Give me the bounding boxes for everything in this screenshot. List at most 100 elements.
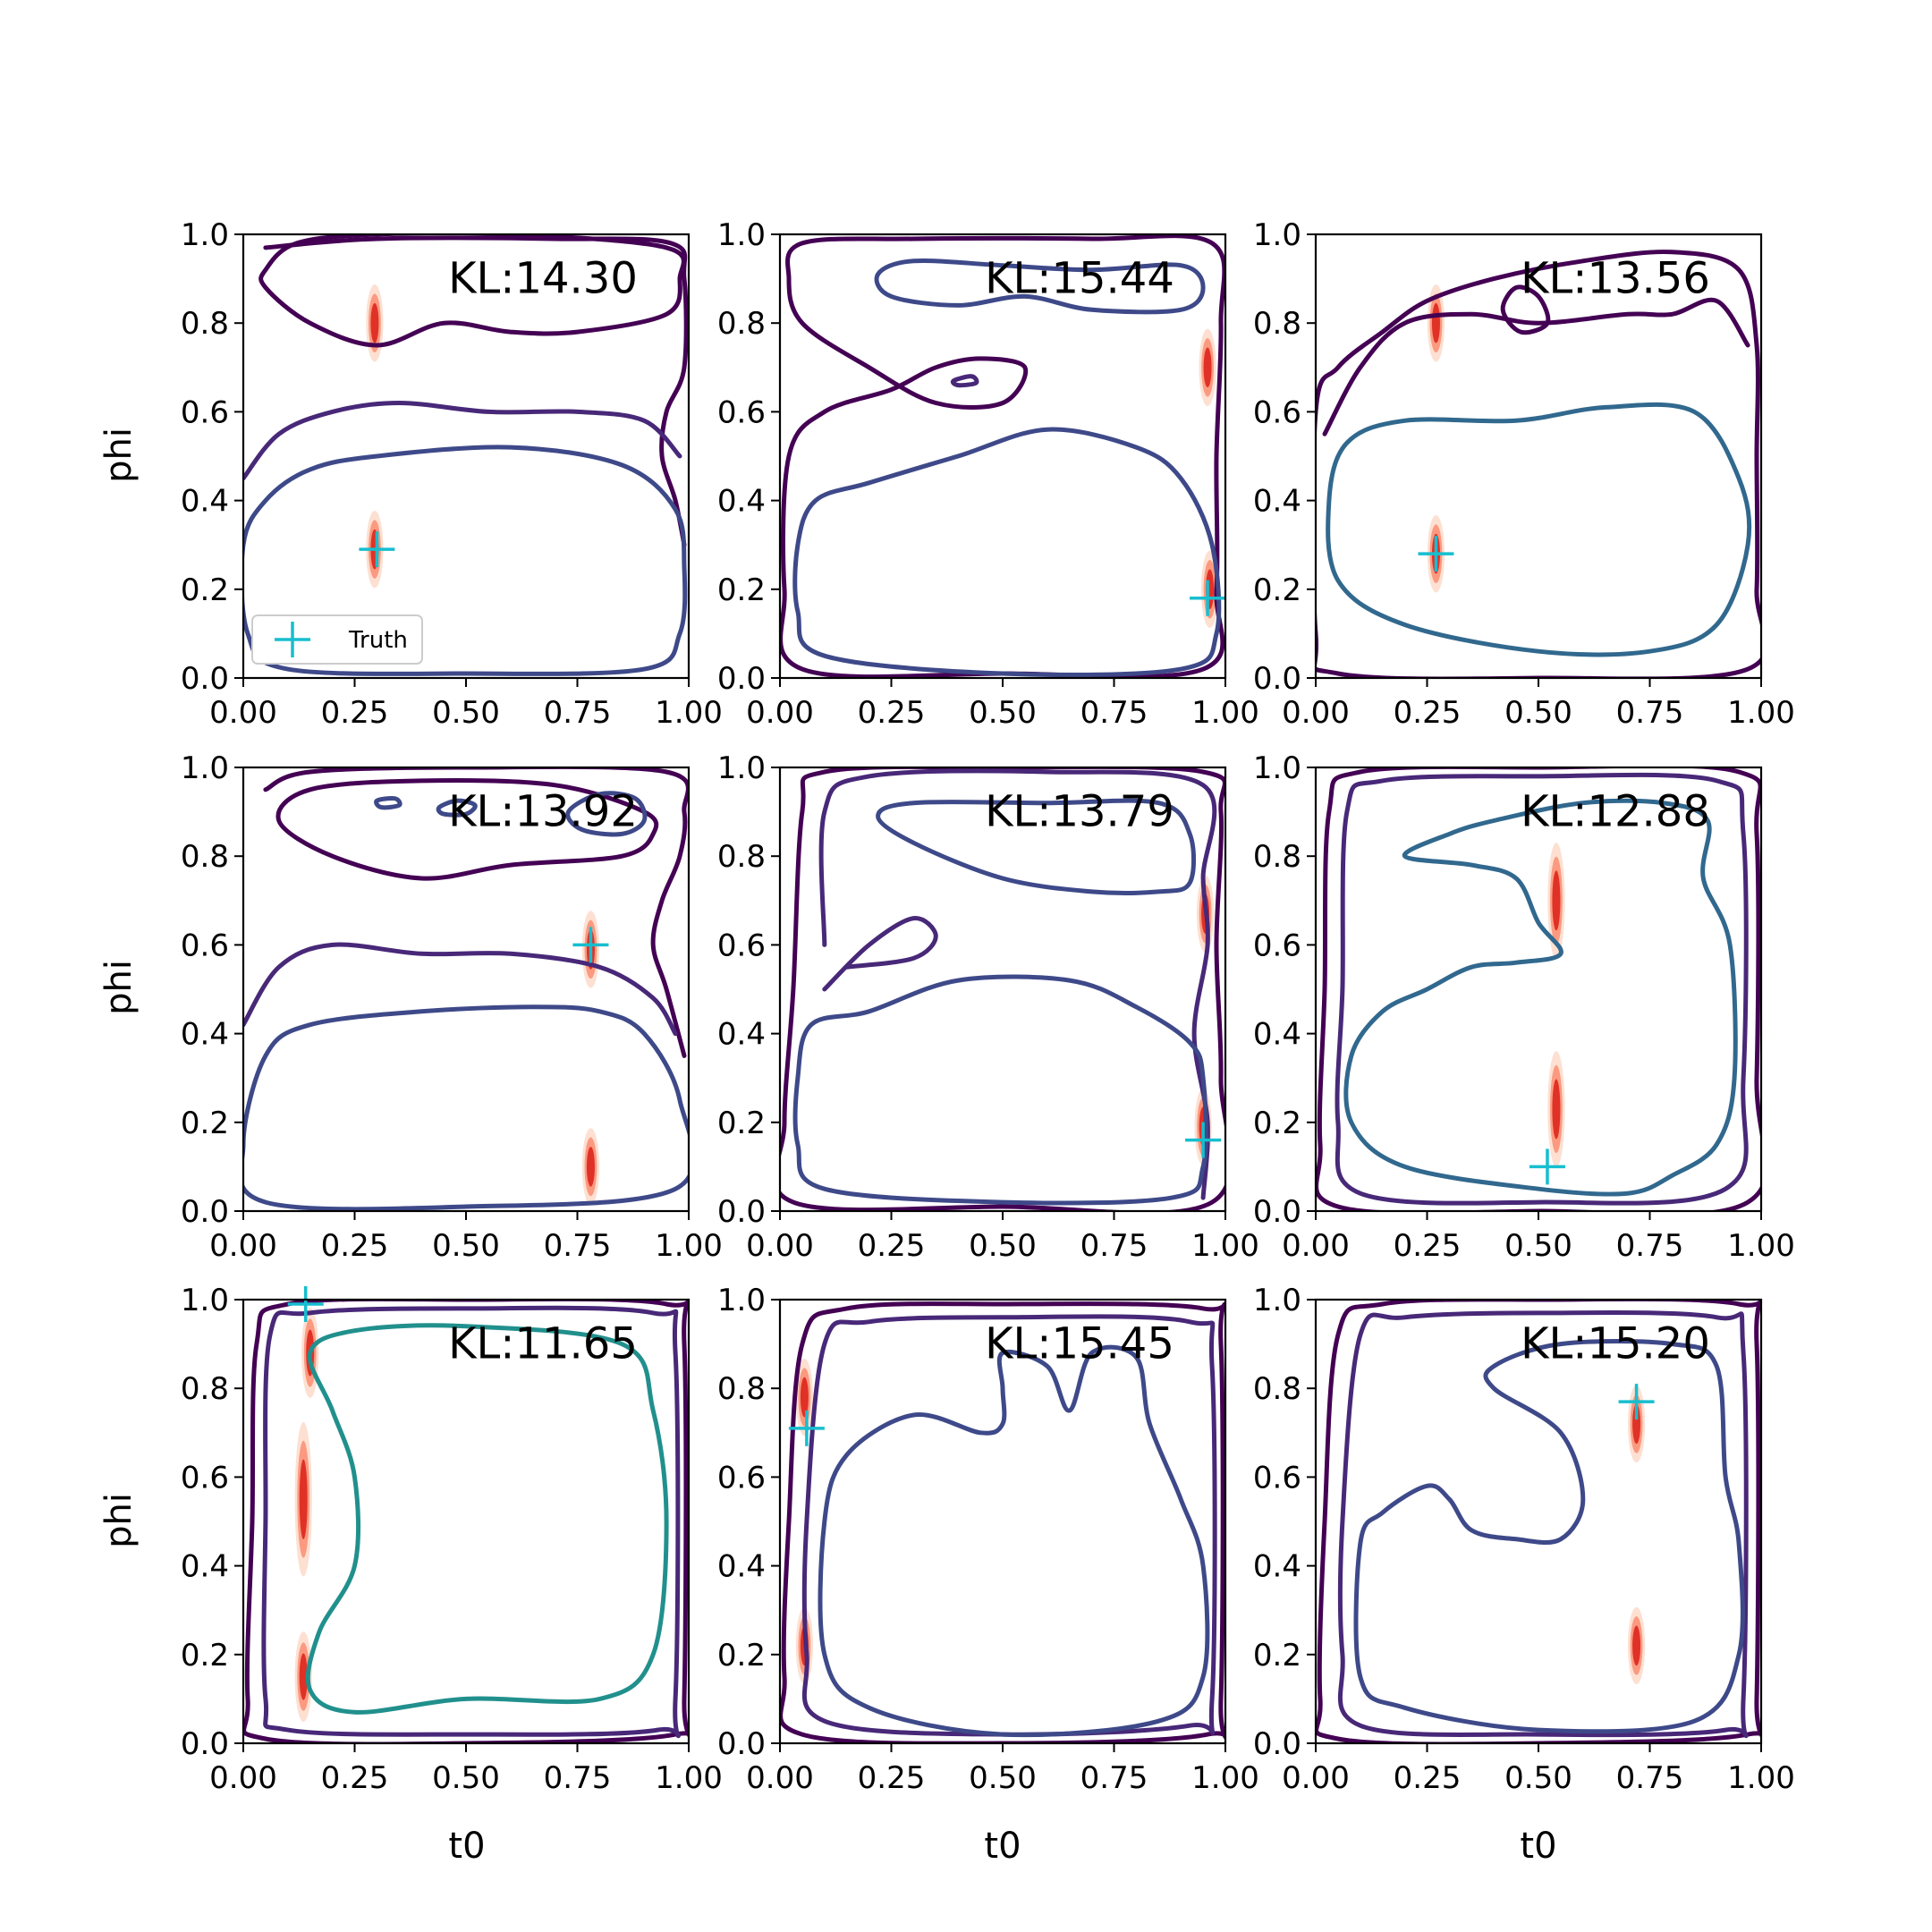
truth-marker	[1185, 1122, 1222, 1158]
density-mode-core	[1552, 870, 1561, 931]
y-tick-label: 0.6	[181, 394, 229, 430]
x-tick-label: 1.00	[1727, 1760, 1795, 1796]
y-tick-label: 0.8	[181, 839, 229, 875]
x-tick-label: 0.25	[858, 1760, 926, 1796]
subplot-plot-area	[1316, 767, 1761, 1211]
subplot-2: 0.00 0.25 0.50 0.75 1.00 0.0 0.2 0.4 0.6 0.8 1.0 KL…	[717, 217, 1259, 731]
contour-line	[243, 401, 682, 481]
x-tick-label: 0.25	[1394, 695, 1462, 731]
x-tick-label: 0.50	[432, 1760, 500, 1796]
contour-line	[874, 258, 1206, 315]
density-mode-core	[1632, 1625, 1641, 1666]
y-tick-label: 0.6	[717, 928, 766, 963]
y-tick-label: 0.4	[1253, 1549, 1301, 1585]
contour-line	[792, 427, 1222, 677]
subplot-grid: 0.00 0.25 0.50 0.75 1.000.00.20.40.60.81.0KL…	[181, 217, 1795, 1796]
x-tick-label: 0.00	[746, 1760, 814, 1796]
x-tick-label: 0.75	[544, 695, 612, 731]
y-tick-label: 0.0	[1253, 1726, 1301, 1762]
x-tick-label: 1.00	[655, 1228, 723, 1264]
contour-line	[876, 798, 1197, 895]
x-tick-label: 0.75	[1616, 1760, 1684, 1796]
x-tick-label: 0.75	[1616, 695, 1684, 731]
y-tick-label: 0.2	[1253, 1638, 1301, 1674]
contour-line	[374, 796, 402, 810]
y-tick-label: 0.2	[717, 572, 766, 608]
y-tick-label: 0.6	[1253, 928, 1301, 963]
legend-label: Truth	[348, 627, 408, 654]
x-axis-label-col-3: t0	[1520, 1826, 1556, 1867]
x-tick-label: 1.00	[655, 1760, 723, 1796]
y-tick-label: 0.0	[181, 661, 229, 697]
x-tick-label: 0.25	[321, 695, 389, 731]
y-tick-label: 0.6	[1253, 394, 1301, 430]
y-tick-label: 0.2	[181, 1106, 229, 1141]
y-tick-label: 0.8	[181, 306, 229, 342]
y-tick-label: 0.2	[1253, 572, 1301, 608]
contour-line	[1326, 402, 1752, 657]
density-mode-core	[1203, 347, 1212, 388]
density-mode-core	[800, 1377, 809, 1418]
subplot-1: 0.00 0.25 0.50 0.75 1.00 0.0 0.2 0.4 0.6 0.8 1.0 KL…	[181, 217, 723, 731]
kl-annotation: KL:13.92	[448, 787, 638, 837]
truth-marker	[572, 927, 609, 963]
x-tick-label: 0.50	[1504, 1760, 1572, 1796]
x-tick-label: 0.25	[321, 1760, 389, 1796]
contour-line	[950, 374, 979, 388]
x-axis-label-col-1: t0	[448, 1826, 485, 1867]
subplot-9: 0.00 0.25 0.50 0.75 1.00 0.0 0.2 0.4 0.6 0.8 1.0 KL…	[1253, 1283, 1795, 1796]
contour-line	[822, 916, 938, 992]
y-tick-label: 0.4	[717, 1017, 766, 1053]
subplot-plot-area	[780, 1301, 1225, 1743]
y-tick-label: 0.2	[717, 1638, 766, 1674]
x-tick-label: 0.75	[1080, 695, 1148, 731]
contour-line	[818, 768, 1217, 1200]
density-mode-core	[1552, 1079, 1561, 1140]
y-tick-label: 1.0	[1253, 1283, 1301, 1318]
y-tick-label: 0.4	[181, 1017, 229, 1053]
subplot-plot-area	[1316, 1300, 1761, 1743]
contour-line	[1316, 1300, 1761, 1743]
y-tick-label: 0.0	[181, 1726, 229, 1762]
legend: Truth	[251, 614, 423, 665]
y-tick-label: 0.6	[717, 394, 766, 430]
x-axis-label-col-2: t0	[984, 1826, 1021, 1867]
y-tick-label: 0.4	[717, 1549, 766, 1585]
y-tick-label: 0.6	[181, 1460, 229, 1496]
x-tick-label: 0.50	[1504, 695, 1572, 731]
y-axis-label-row-1: phi	[98, 428, 140, 483]
x-tick-label: 0.75	[1080, 1760, 1148, 1796]
truth-marker	[1618, 1384, 1655, 1420]
contour-line	[1337, 1309, 1749, 1739]
contour-line	[780, 1301, 1225, 1743]
contour-line	[780, 234, 1225, 678]
x-tick-label: 0.00	[209, 695, 277, 731]
density-mode-core	[299, 1653, 308, 1700]
contour-line	[818, 1344, 1210, 1738]
contour-line	[243, 942, 678, 1037]
contour-line	[258, 234, 686, 348]
truth-marker	[359, 531, 395, 568]
contour-line	[305, 1323, 669, 1715]
y-tick-label: 0.0	[181, 1194, 229, 1230]
y-tick-label: 0.8	[717, 1371, 766, 1407]
contour-line	[275, 778, 659, 881]
x-tick-label: 0.00	[1282, 1760, 1350, 1796]
contour-line	[565, 791, 648, 837]
y-tick-label: 0.8	[1253, 1371, 1301, 1407]
kl-annotation: KL:15.20	[1521, 1319, 1710, 1369]
x-tick-label: 0.50	[1504, 1228, 1572, 1264]
x-tick-label: 0.25	[1394, 1760, 1462, 1796]
axis-labels: phi phi phi t0 t0 t0	[98, 428, 1557, 1867]
kl-annotation: KL:12.88	[1521, 787, 1710, 837]
subplot-6: 0.00 0.25 0.50 0.75 1.00 0.0 0.2 0.4 0.6 0.8 1.0 KL…	[1253, 750, 1795, 1264]
y-tick-label: 1.0	[181, 217, 229, 253]
x-tick-label: 0.00	[746, 1228, 814, 1264]
y-tick-label: 0.0	[717, 1194, 766, 1230]
x-tick-label: 0.50	[432, 695, 500, 731]
y-tick-label: 0.6	[717, 1460, 766, 1496]
contour-line	[436, 798, 478, 818]
y-tick-label: 0.4	[1253, 1017, 1301, 1053]
truth-marker	[1529, 1148, 1565, 1185]
